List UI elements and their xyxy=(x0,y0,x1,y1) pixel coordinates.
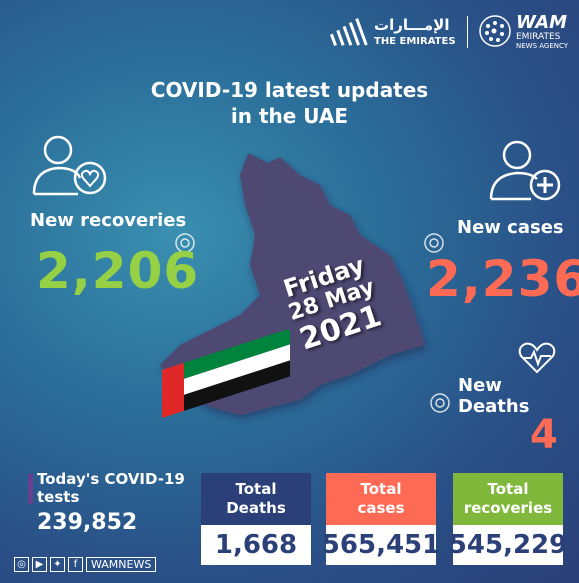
person-plus-icon xyxy=(489,140,561,201)
total-cases-label-line-2: cases xyxy=(357,499,405,517)
twitter-icon[interactable]: ✦ xyxy=(50,557,65,572)
total-recoveries-label-line-1: Total xyxy=(487,480,529,498)
total-deaths-value: 1,668 xyxy=(201,525,311,565)
title-line-1: COVID-19 latest updates xyxy=(150,78,429,102)
facebook-icon[interactable]: f xyxy=(68,557,83,572)
new-cases-value: 2,236 xyxy=(426,250,579,308)
social-footer: ◎ ▶ ✦ f WAMNEWS xyxy=(14,557,157,573)
new-deaths-label: New Deaths xyxy=(458,375,530,417)
emirates-mark-icon xyxy=(330,18,368,46)
wam-sub1: EMIRATES xyxy=(516,32,561,42)
target-icon xyxy=(430,393,450,413)
uae-flag-icon xyxy=(162,330,290,418)
total-cases-label-line-1: Total xyxy=(360,480,402,498)
new-recoveries-value: 2,206 xyxy=(36,242,200,300)
header-divider xyxy=(467,16,468,48)
page-title: COVID-19 latest updates in the UAE xyxy=(0,77,579,129)
new-recoveries-label: New recoveries xyxy=(30,210,187,231)
tests-label-line-1: Today's COVID-19 xyxy=(37,470,185,488)
emirates-logo: الإمـــارات THE EMIRATES xyxy=(330,14,460,50)
social-handle[interactable]: WAMNEWS xyxy=(86,557,157,572)
heart-pulse-icon xyxy=(518,342,556,374)
emirates-english-text: THE EMIRATES xyxy=(374,36,456,47)
tests-accent-bar xyxy=(28,474,33,504)
tests-value: 239,852 xyxy=(37,510,138,535)
tests-label-line-2: tests xyxy=(37,488,80,506)
target-icon xyxy=(424,233,444,253)
globe-dots-icon xyxy=(479,15,511,47)
total-deaths-header: Total Deaths xyxy=(201,473,311,525)
wam-logo: WAM EMIRATES NEWS AGENCY xyxy=(478,12,570,52)
total-deaths-label-line-1: Total xyxy=(235,480,277,498)
total-cases-header: Total cases xyxy=(326,473,436,525)
person-heart-icon xyxy=(32,135,107,196)
instagram-icon[interactable]: ◎ xyxy=(14,557,29,572)
tests-label: Today's COVID-19 tests xyxy=(37,470,185,506)
wam-logo-text: WAM xyxy=(516,12,568,33)
new-cases-label: New cases xyxy=(457,217,564,238)
youtube-icon[interactable]: ▶ xyxy=(32,557,47,572)
new-deaths-value: 4 xyxy=(530,412,559,458)
wam-sub2: NEWS AGENCY xyxy=(516,42,569,50)
emirates-arabic-text: الإمـــارات xyxy=(374,16,450,34)
total-recoveries-header: Total recoveries xyxy=(453,473,563,525)
total-cases-value: 565,451 xyxy=(322,525,440,565)
total-deaths-label-line-2: Deaths xyxy=(226,499,286,517)
target-icon xyxy=(175,233,195,253)
title-line-2: in the UAE xyxy=(230,104,349,128)
total-recoveries-label-line-2: recoveries xyxy=(463,499,553,517)
total-recoveries-value: 545,229 xyxy=(449,525,567,565)
